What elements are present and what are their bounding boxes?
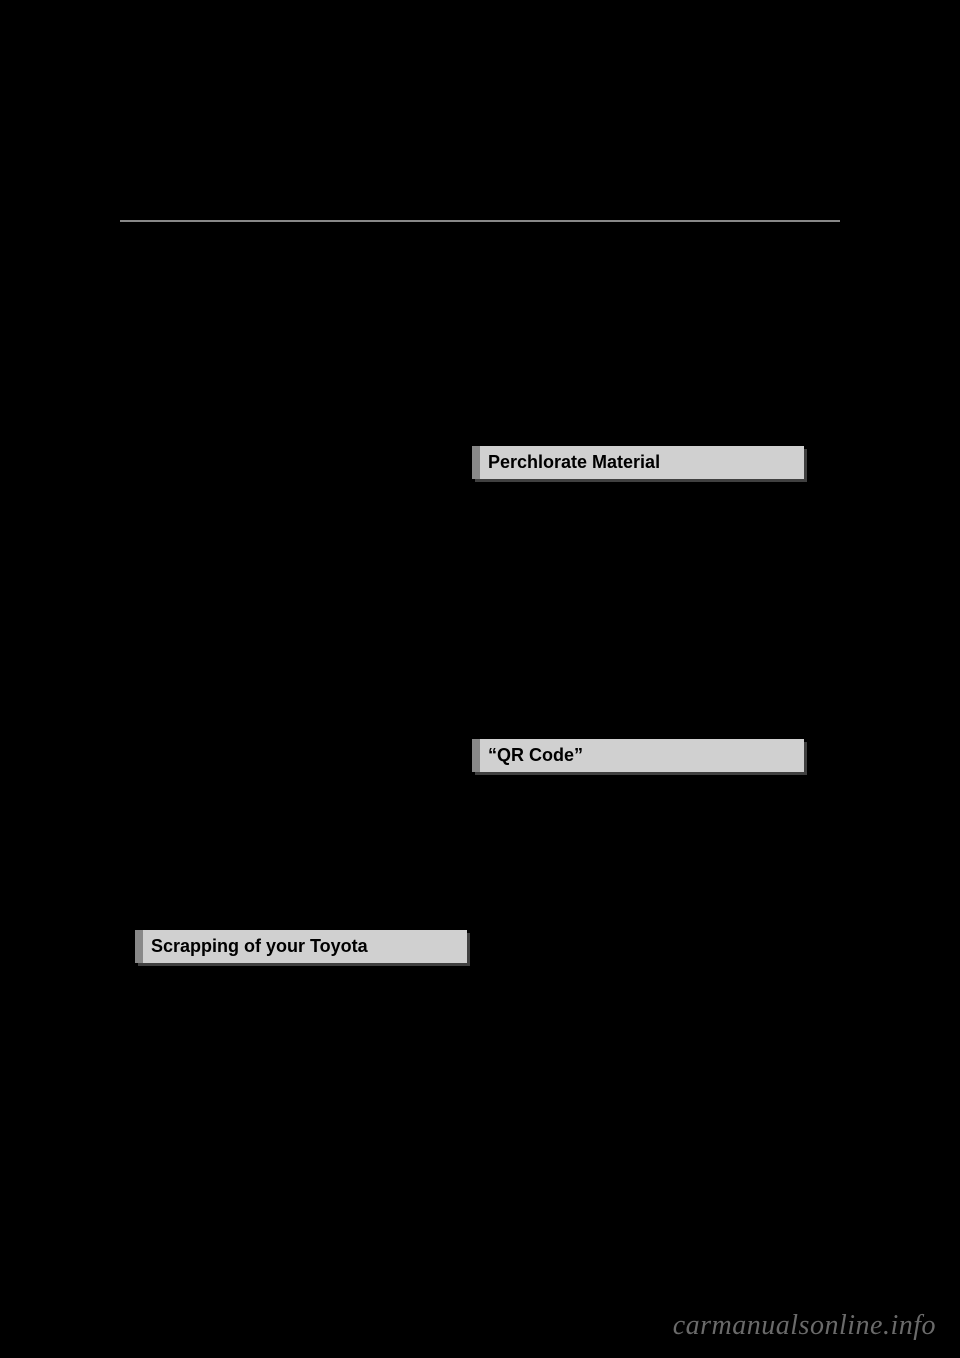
page-container: Perchlorate Material “QR Code” Scrapping… [0, 0, 960, 1358]
watermark-text: carmanualsonline.info [673, 1310, 936, 1342]
section-header-label: “QR Code” [488, 745, 583, 765]
section-header-qrcode: “QR Code” [472, 739, 804, 772]
section-header-scrapping: Scrapping of your Toyota [135, 930, 467, 963]
section-header-label: Scrapping of your Toyota [151, 936, 368, 956]
section-header-label: Perchlorate Material [488, 452, 660, 472]
horizontal-divider [120, 220, 840, 222]
section-header-perchlorate: Perchlorate Material [472, 446, 804, 479]
